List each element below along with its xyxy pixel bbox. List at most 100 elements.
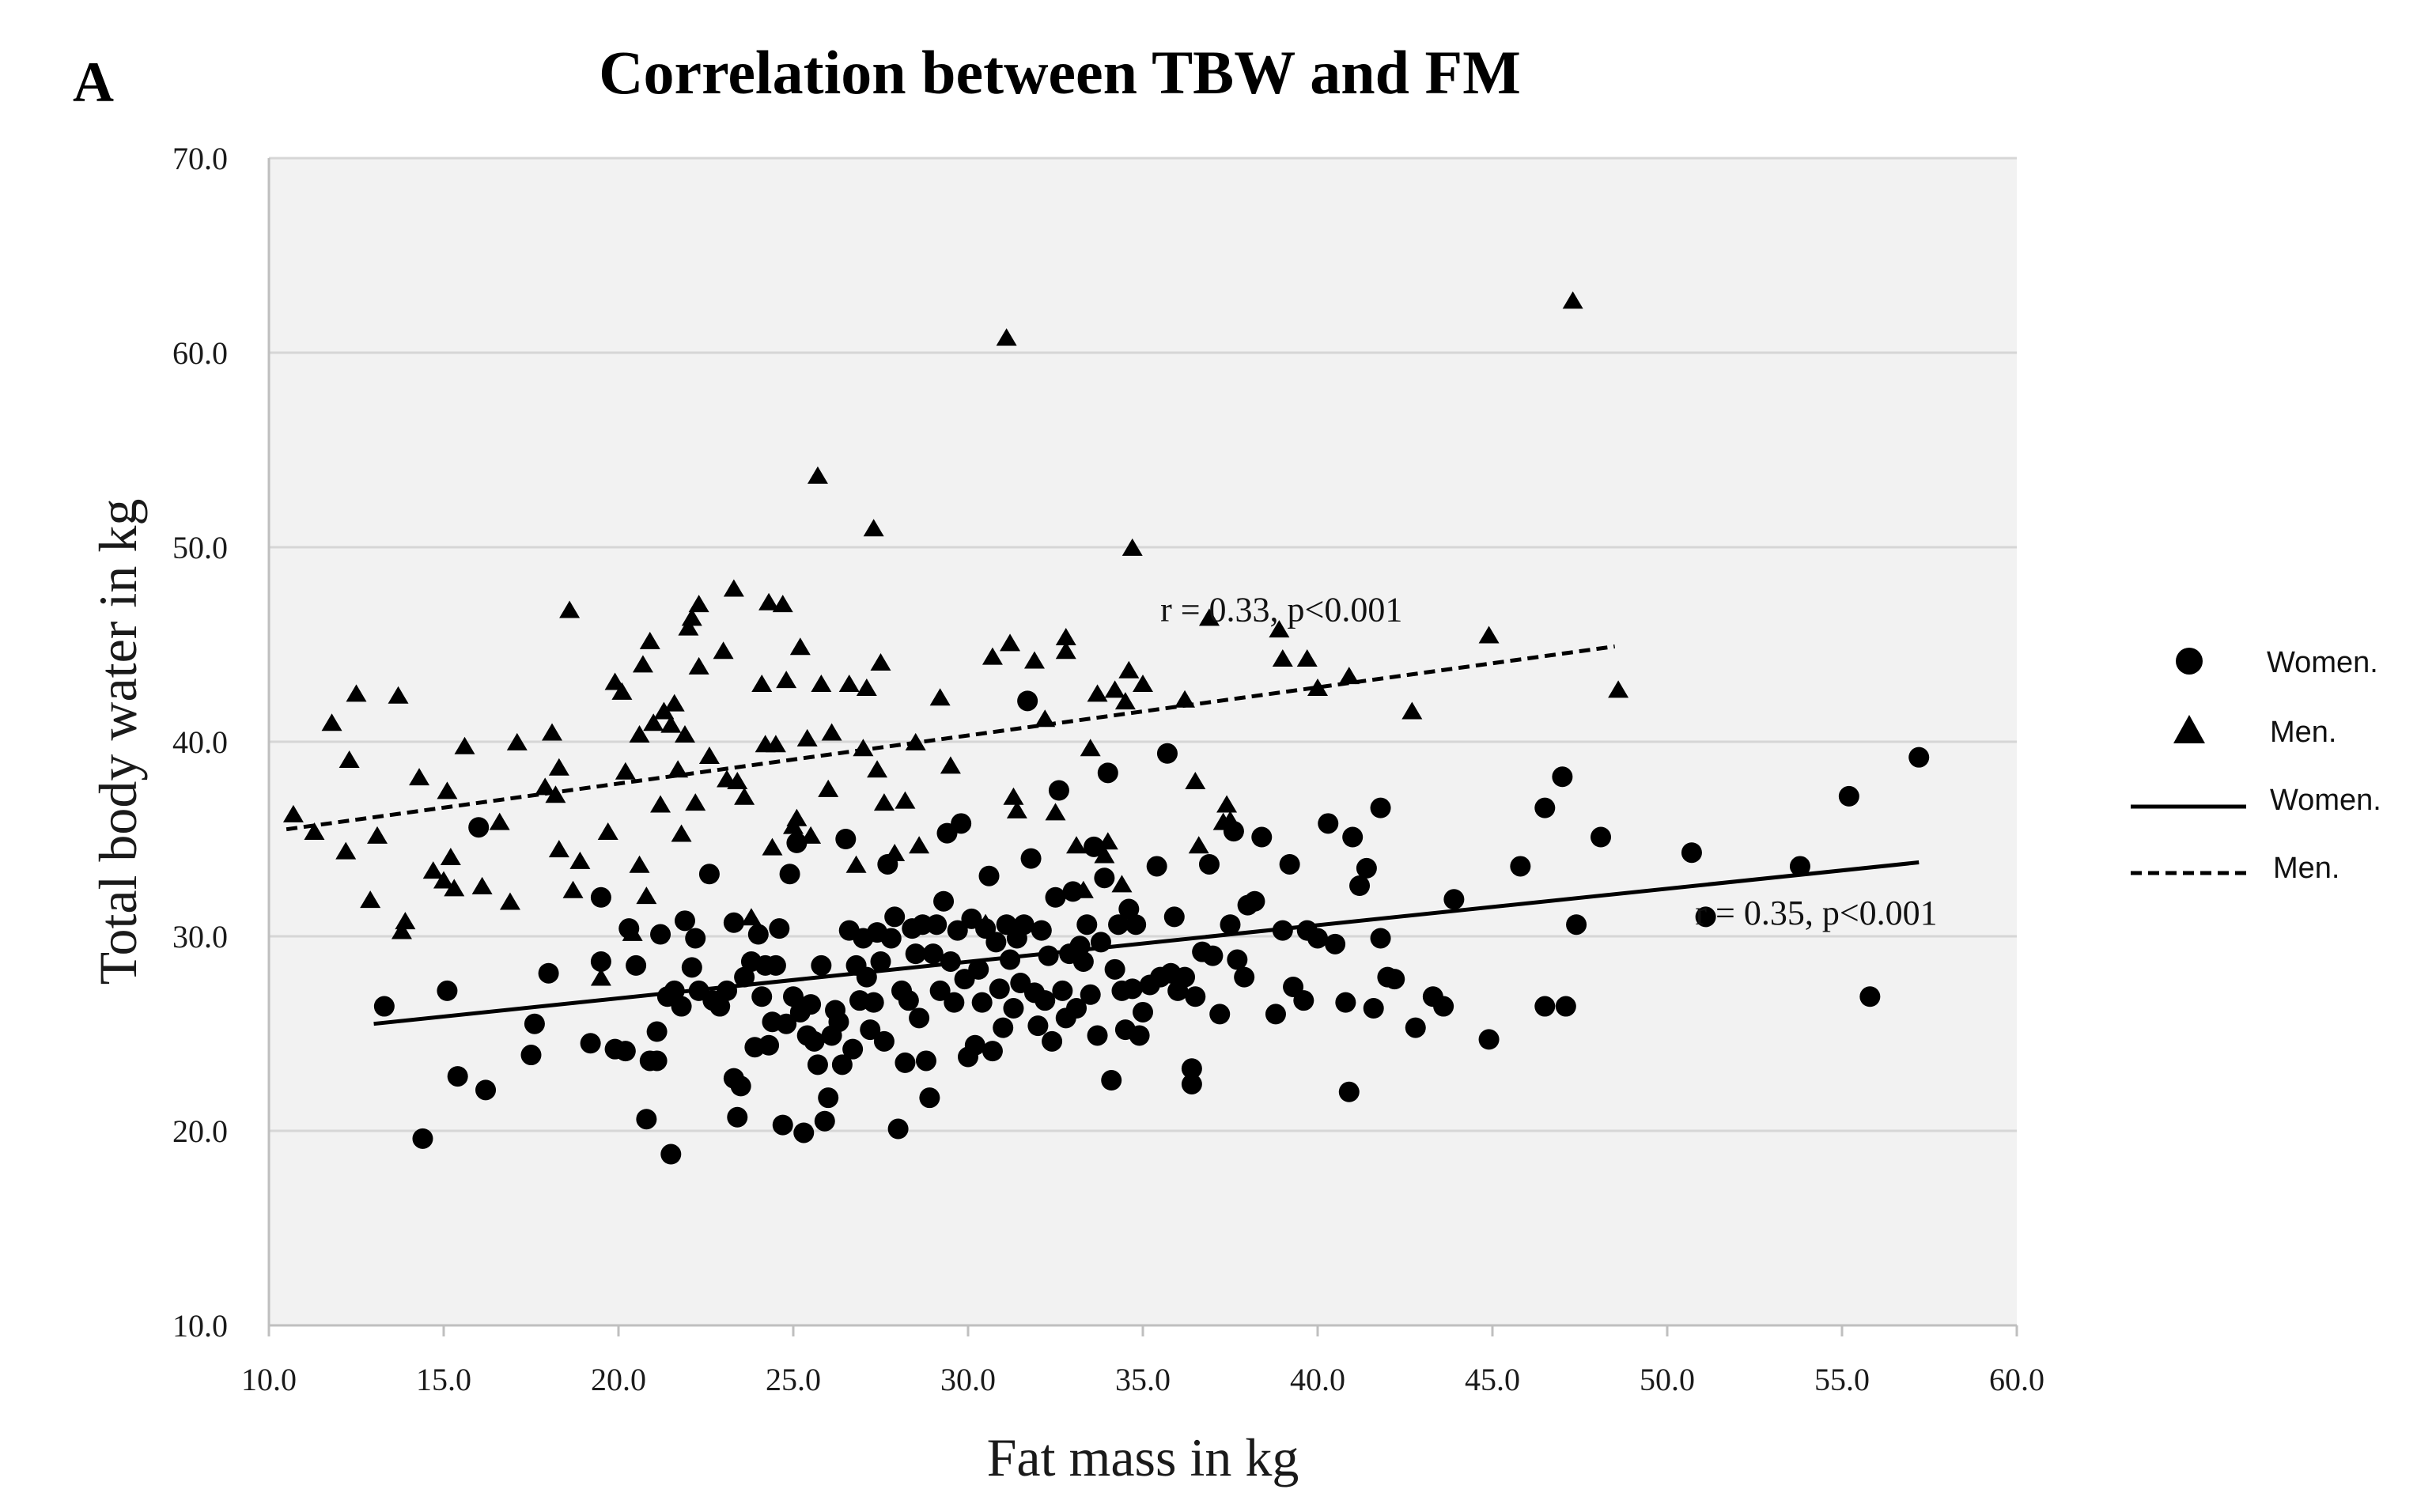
- point-men: [982, 647, 1003, 665]
- point-men: [940, 756, 961, 774]
- point-women: [1181, 1073, 1202, 1094]
- point-women: [1363, 998, 1384, 1019]
- point-men: [873, 793, 895, 811]
- point-men: [796, 728, 818, 747]
- point-women: [1534, 797, 1556, 818]
- point-women: [1076, 914, 1098, 936]
- point-women: [1318, 813, 1339, 834]
- point-men: [433, 871, 454, 889]
- x-tick-label: 50.0: [1640, 1362, 1695, 1397]
- point-women: [747, 924, 769, 945]
- point-women: [373, 996, 395, 1017]
- x-tick-label: 40.0: [1290, 1362, 1345, 1397]
- point-men: [681, 608, 702, 626]
- point-women: [1156, 743, 1178, 764]
- point-women: [772, 1114, 793, 1136]
- point-men: [870, 652, 891, 671]
- point-women: [807, 1054, 828, 1075]
- point-men: [660, 715, 682, 733]
- point-men: [867, 760, 888, 778]
- point-women: [933, 890, 955, 912]
- point-men: [751, 675, 773, 693]
- point-men: [765, 735, 786, 753]
- point-women: [1349, 875, 1371, 897]
- point-men: [643, 713, 664, 731]
- point-women: [1129, 1025, 1150, 1046]
- point-women: [412, 1128, 433, 1149]
- point-women: [989, 978, 1010, 1000]
- point-women: [814, 1110, 835, 1132]
- point-women: [751, 986, 773, 1007]
- point-women: [1251, 826, 1273, 848]
- point-women: [475, 1079, 497, 1101]
- point-women: [1146, 856, 1167, 877]
- point-women: [993, 1017, 1014, 1038]
- point-women: [1003, 998, 1024, 1019]
- point-women: [873, 1030, 895, 1052]
- point-women: [1591, 826, 1612, 848]
- point-men: [713, 641, 734, 660]
- point-women: [1174, 966, 1196, 988]
- point-women: [1031, 920, 1052, 941]
- x-tick-label: 45.0: [1465, 1362, 1520, 1397]
- point-women: [520, 1045, 542, 1066]
- point-men: [671, 824, 692, 842]
- point-women: [1181, 1058, 1202, 1079]
- point-women: [985, 932, 1007, 953]
- point-women: [1552, 766, 1573, 788]
- trendline-women: [373, 860, 1920, 1026]
- point-women: [831, 1054, 853, 1075]
- point-men: [1272, 649, 1293, 667]
- point-men: [818, 779, 839, 797]
- legend-men-marker-label: Men.: [2270, 716, 2336, 749]
- trendline-men: [286, 644, 1616, 832]
- point-women: [964, 1034, 985, 1056]
- point-men: [786, 808, 808, 826]
- point-men: [664, 694, 685, 712]
- point-women: [727, 1106, 748, 1128]
- point-women: [1279, 853, 1300, 875]
- point-women: [1035, 990, 1056, 1011]
- point-men: [685, 793, 706, 811]
- annotation-women: r = 0.35, p<0.001: [1695, 894, 1937, 932]
- point-women: [944, 992, 965, 1013]
- point-men: [734, 787, 755, 805]
- point-women: [828, 1011, 849, 1033]
- point-men: [1338, 667, 1360, 685]
- point-men: [821, 723, 842, 741]
- point-women: [1325, 933, 1346, 954]
- point-men: [762, 837, 783, 856]
- point-women: [811, 954, 832, 976]
- point-women: [1118, 898, 1140, 920]
- point-men: [688, 595, 709, 613]
- point-women: [730, 1075, 751, 1097]
- point-women: [978, 865, 1000, 886]
- point-men: [367, 826, 388, 844]
- point-men: [1000, 633, 1021, 652]
- point-women: [1695, 906, 1716, 928]
- y-tick-label: 70.0: [172, 141, 228, 176]
- panel-label: A: [73, 51, 114, 114]
- point-men: [895, 791, 916, 809]
- point-men: [1104, 680, 1125, 698]
- point-women: [646, 1050, 668, 1072]
- point-women: [835, 829, 857, 849]
- point-men: [1055, 641, 1076, 660]
- series-men: [282, 291, 1629, 986]
- point-women: [1265, 1004, 1286, 1025]
- point-men: [772, 595, 793, 613]
- point-men: [698, 747, 720, 765]
- point-women: [909, 1007, 930, 1029]
- point-women: [1048, 780, 1069, 801]
- point-men: [1220, 811, 1241, 829]
- point-women: [968, 958, 989, 980]
- point-women: [646, 1021, 668, 1042]
- point-men: [909, 836, 930, 854]
- point-men: [838, 675, 860, 693]
- legend-women-marker: [2176, 648, 2203, 675]
- point-men: [506, 732, 528, 750]
- point-men: [1133, 675, 1153, 693]
- point-women: [650, 924, 671, 945]
- point-men: [650, 795, 671, 813]
